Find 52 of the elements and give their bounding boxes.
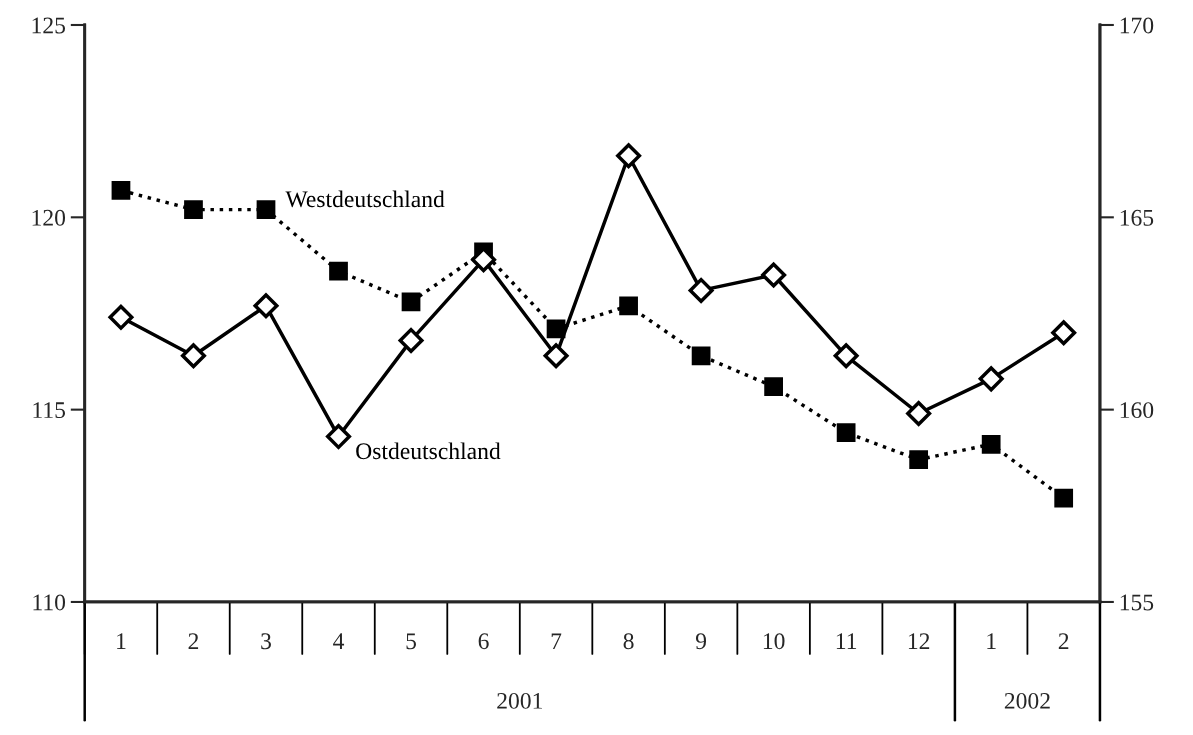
point bbox=[833, 343, 859, 369]
point bbox=[546, 319, 566, 339]
x-tick-label: 10 bbox=[763, 633, 785, 650]
text: 2002 bbox=[1004, 692, 1050, 709]
point bbox=[691, 346, 711, 366]
y2-tick-label: 170 bbox=[1120, 17, 1154, 34]
point bbox=[108, 304, 134, 330]
y2-tick-label: 155 bbox=[1120, 594, 1154, 611]
x-tick-label: 1 bbox=[117, 633, 126, 649]
point bbox=[1051, 320, 1077, 346]
x-tick-label: 11 bbox=[836, 633, 857, 649]
point bbox=[619, 296, 638, 316]
y2-tick-label: 165 bbox=[1120, 209, 1154, 226]
y2-tick-label: 160 bbox=[1120, 402, 1154, 419]
text: 2001 bbox=[497, 692, 542, 709]
point bbox=[978, 366, 1004, 392]
point bbox=[761, 262, 787, 288]
x-tick-label: 6 bbox=[478, 633, 489, 650]
point bbox=[909, 450, 929, 470]
point bbox=[764, 377, 783, 396]
point bbox=[325, 424, 352, 450]
x-tick-label: 8 bbox=[623, 633, 634, 650]
point bbox=[184, 200, 203, 219]
x-tick-label: 5 bbox=[406, 633, 417, 650]
series-label: Ostdeutschland bbox=[356, 442, 501, 460]
x-tick-label: 12 bbox=[908, 633, 930, 649]
point bbox=[111, 181, 131, 200]
x-tick-label: 4 bbox=[333, 633, 345, 649]
x-tick-label: 1 bbox=[987, 633, 996, 649]
x-tick-label: 9 bbox=[695, 633, 707, 650]
point bbox=[836, 423, 856, 443]
point bbox=[401, 292, 421, 312]
y-tick-label: 125 bbox=[32, 17, 66, 34]
point bbox=[256, 200, 276, 219]
x-tick-label: 7 bbox=[551, 633, 562, 649]
point bbox=[253, 293, 279, 319]
point bbox=[616, 143, 642, 169]
point bbox=[329, 261, 348, 281]
point bbox=[981, 434, 1001, 454]
point bbox=[180, 343, 207, 369]
series-label: Westdeutschland bbox=[285, 190, 445, 208]
point bbox=[398, 327, 424, 353]
x-tick-label: 3 bbox=[261, 633, 271, 650]
point bbox=[543, 343, 569, 369]
point bbox=[1054, 488, 1074, 508]
y-tick-label: 110 bbox=[33, 594, 66, 611]
point bbox=[906, 400, 932, 427]
point bbox=[688, 277, 714, 303]
y-tick-label: 115 bbox=[33, 402, 66, 419]
y-tick-label: 120 bbox=[32, 209, 66, 226]
x-tick-label: 2 bbox=[1058, 633, 1069, 649]
x-tick-label: 2 bbox=[188, 633, 199, 649]
